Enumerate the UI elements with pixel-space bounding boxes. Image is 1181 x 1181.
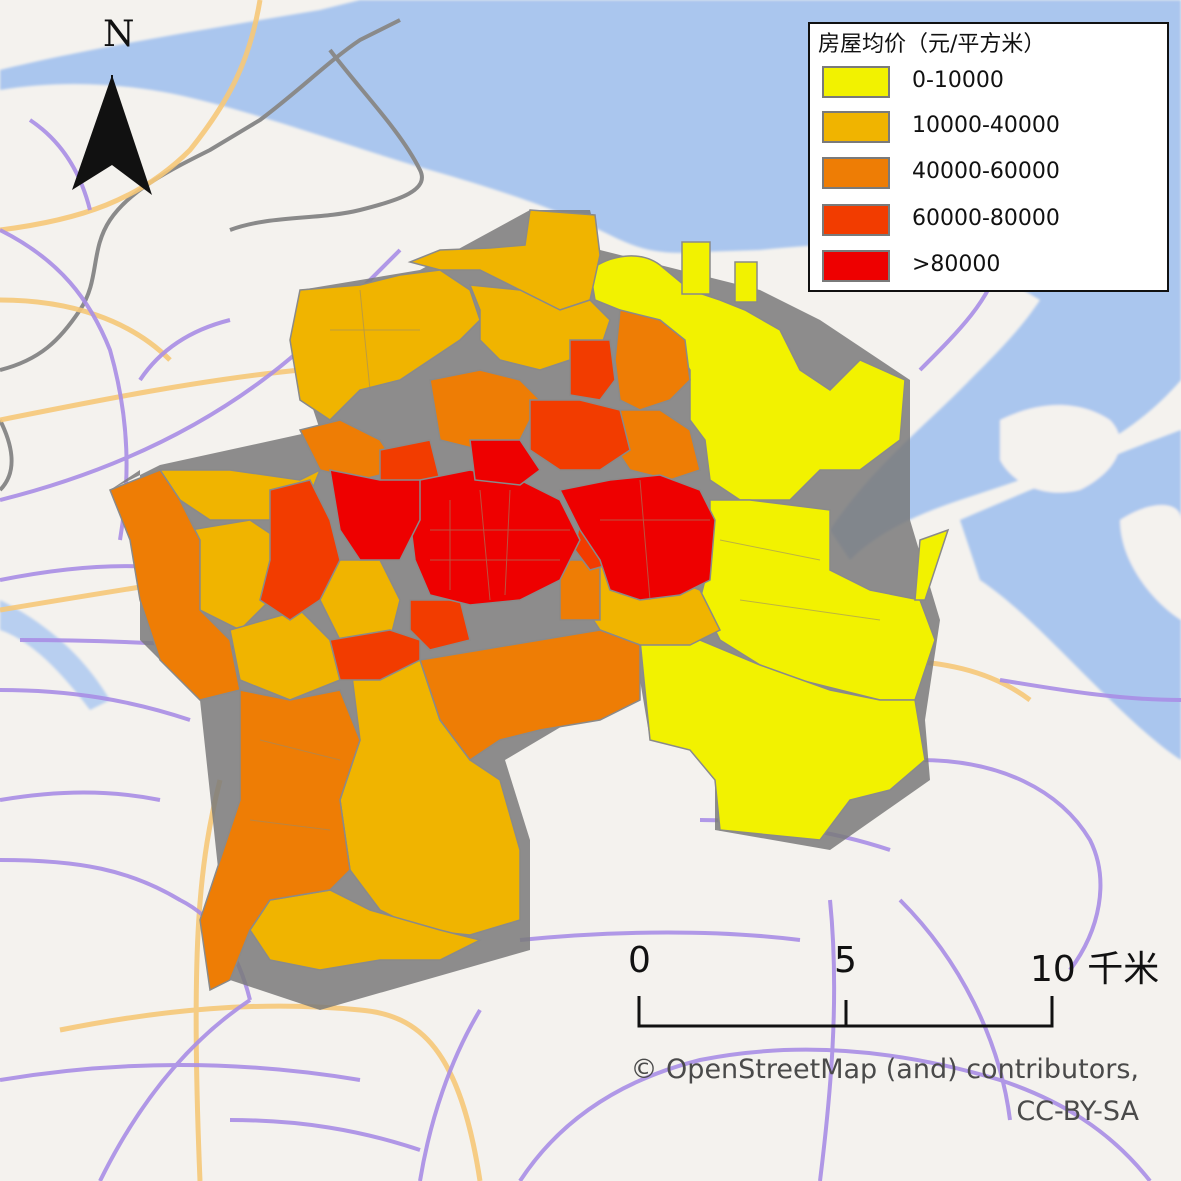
- scale-bar: [637, 996, 1054, 1028]
- district-border: [0, 18, 424, 492]
- legend-title: 房屋均价（元/平方米）: [818, 32, 1046, 57]
- legend-swatch: [822, 66, 890, 98]
- attribution-line1: © OpenStreetMap (and) contributors,: [630, 1054, 1139, 1085]
- legend-swatch: [822, 250, 890, 282]
- legend-label: 10000-40000: [912, 113, 1060, 138]
- region-red-west: [329, 469, 421, 561]
- region-red-north: [469, 439, 542, 486]
- legend-item: >80000: [822, 250, 1162, 286]
- scale-label-10: 10 千米: [1030, 949, 1160, 990]
- legend-swatch: [822, 111, 890, 143]
- attribution-line2: CC-BY-SA: [1016, 1096, 1139, 1127]
- legend-swatch: [822, 157, 890, 189]
- region-east-tower: [681, 241, 711, 295]
- legend-item: 10000-40000: [822, 111, 1162, 147]
- region-orange-west: [109, 469, 241, 701]
- legend-item: 60000-80000: [822, 204, 1162, 240]
- region-redorange-c: [529, 399, 631, 471]
- legend-swatch: [822, 204, 890, 236]
- scale-label-0: 0: [628, 940, 651, 981]
- legend-label: 0-10000: [912, 68, 1004, 93]
- region-redorange-n: [569, 339, 616, 401]
- choropleth-regions: [109, 209, 950, 992]
- legend-label: >80000: [912, 252, 1001, 277]
- region-east-north: [589, 255, 906, 501]
- region-east-tower2: [734, 261, 758, 303]
- metro-lines: [0, 118, 1181, 1181]
- region-redorange-sw: [329, 629, 421, 681]
- region-east-strip: [914, 528, 950, 601]
- region-east-south: [639, 639, 926, 841]
- north-arrow-icon: [72, 75, 152, 195]
- region-redorange-w: [259, 479, 341, 621]
- north-arrow-label: N: [103, 14, 135, 55]
- region-north-2: [289, 269, 481, 421]
- scale-label-5: 5: [834, 940, 857, 981]
- legend-item: 0-10000: [822, 66, 1162, 102]
- legend-label: 40000-60000: [912, 159, 1060, 184]
- region-red-east: [558, 474, 716, 601]
- subdistrict-lines: [249, 289, 881, 831]
- region-north-1: [407, 209, 601, 311]
- region-south-2: [249, 889, 483, 971]
- legend-label: 60000-80000: [912, 206, 1060, 231]
- legend: 房屋均价（元/平方米） 0-10000 10000-40000 40000-60…: [808, 22, 1169, 292]
- region-orange-north: [614, 309, 691, 411]
- region-orange-south: [419, 629, 641, 762]
- region-orange-sw: [199, 689, 361, 992]
- expressways: [0, 0, 1032, 1181]
- legend-item: 40000-60000: [822, 157, 1162, 193]
